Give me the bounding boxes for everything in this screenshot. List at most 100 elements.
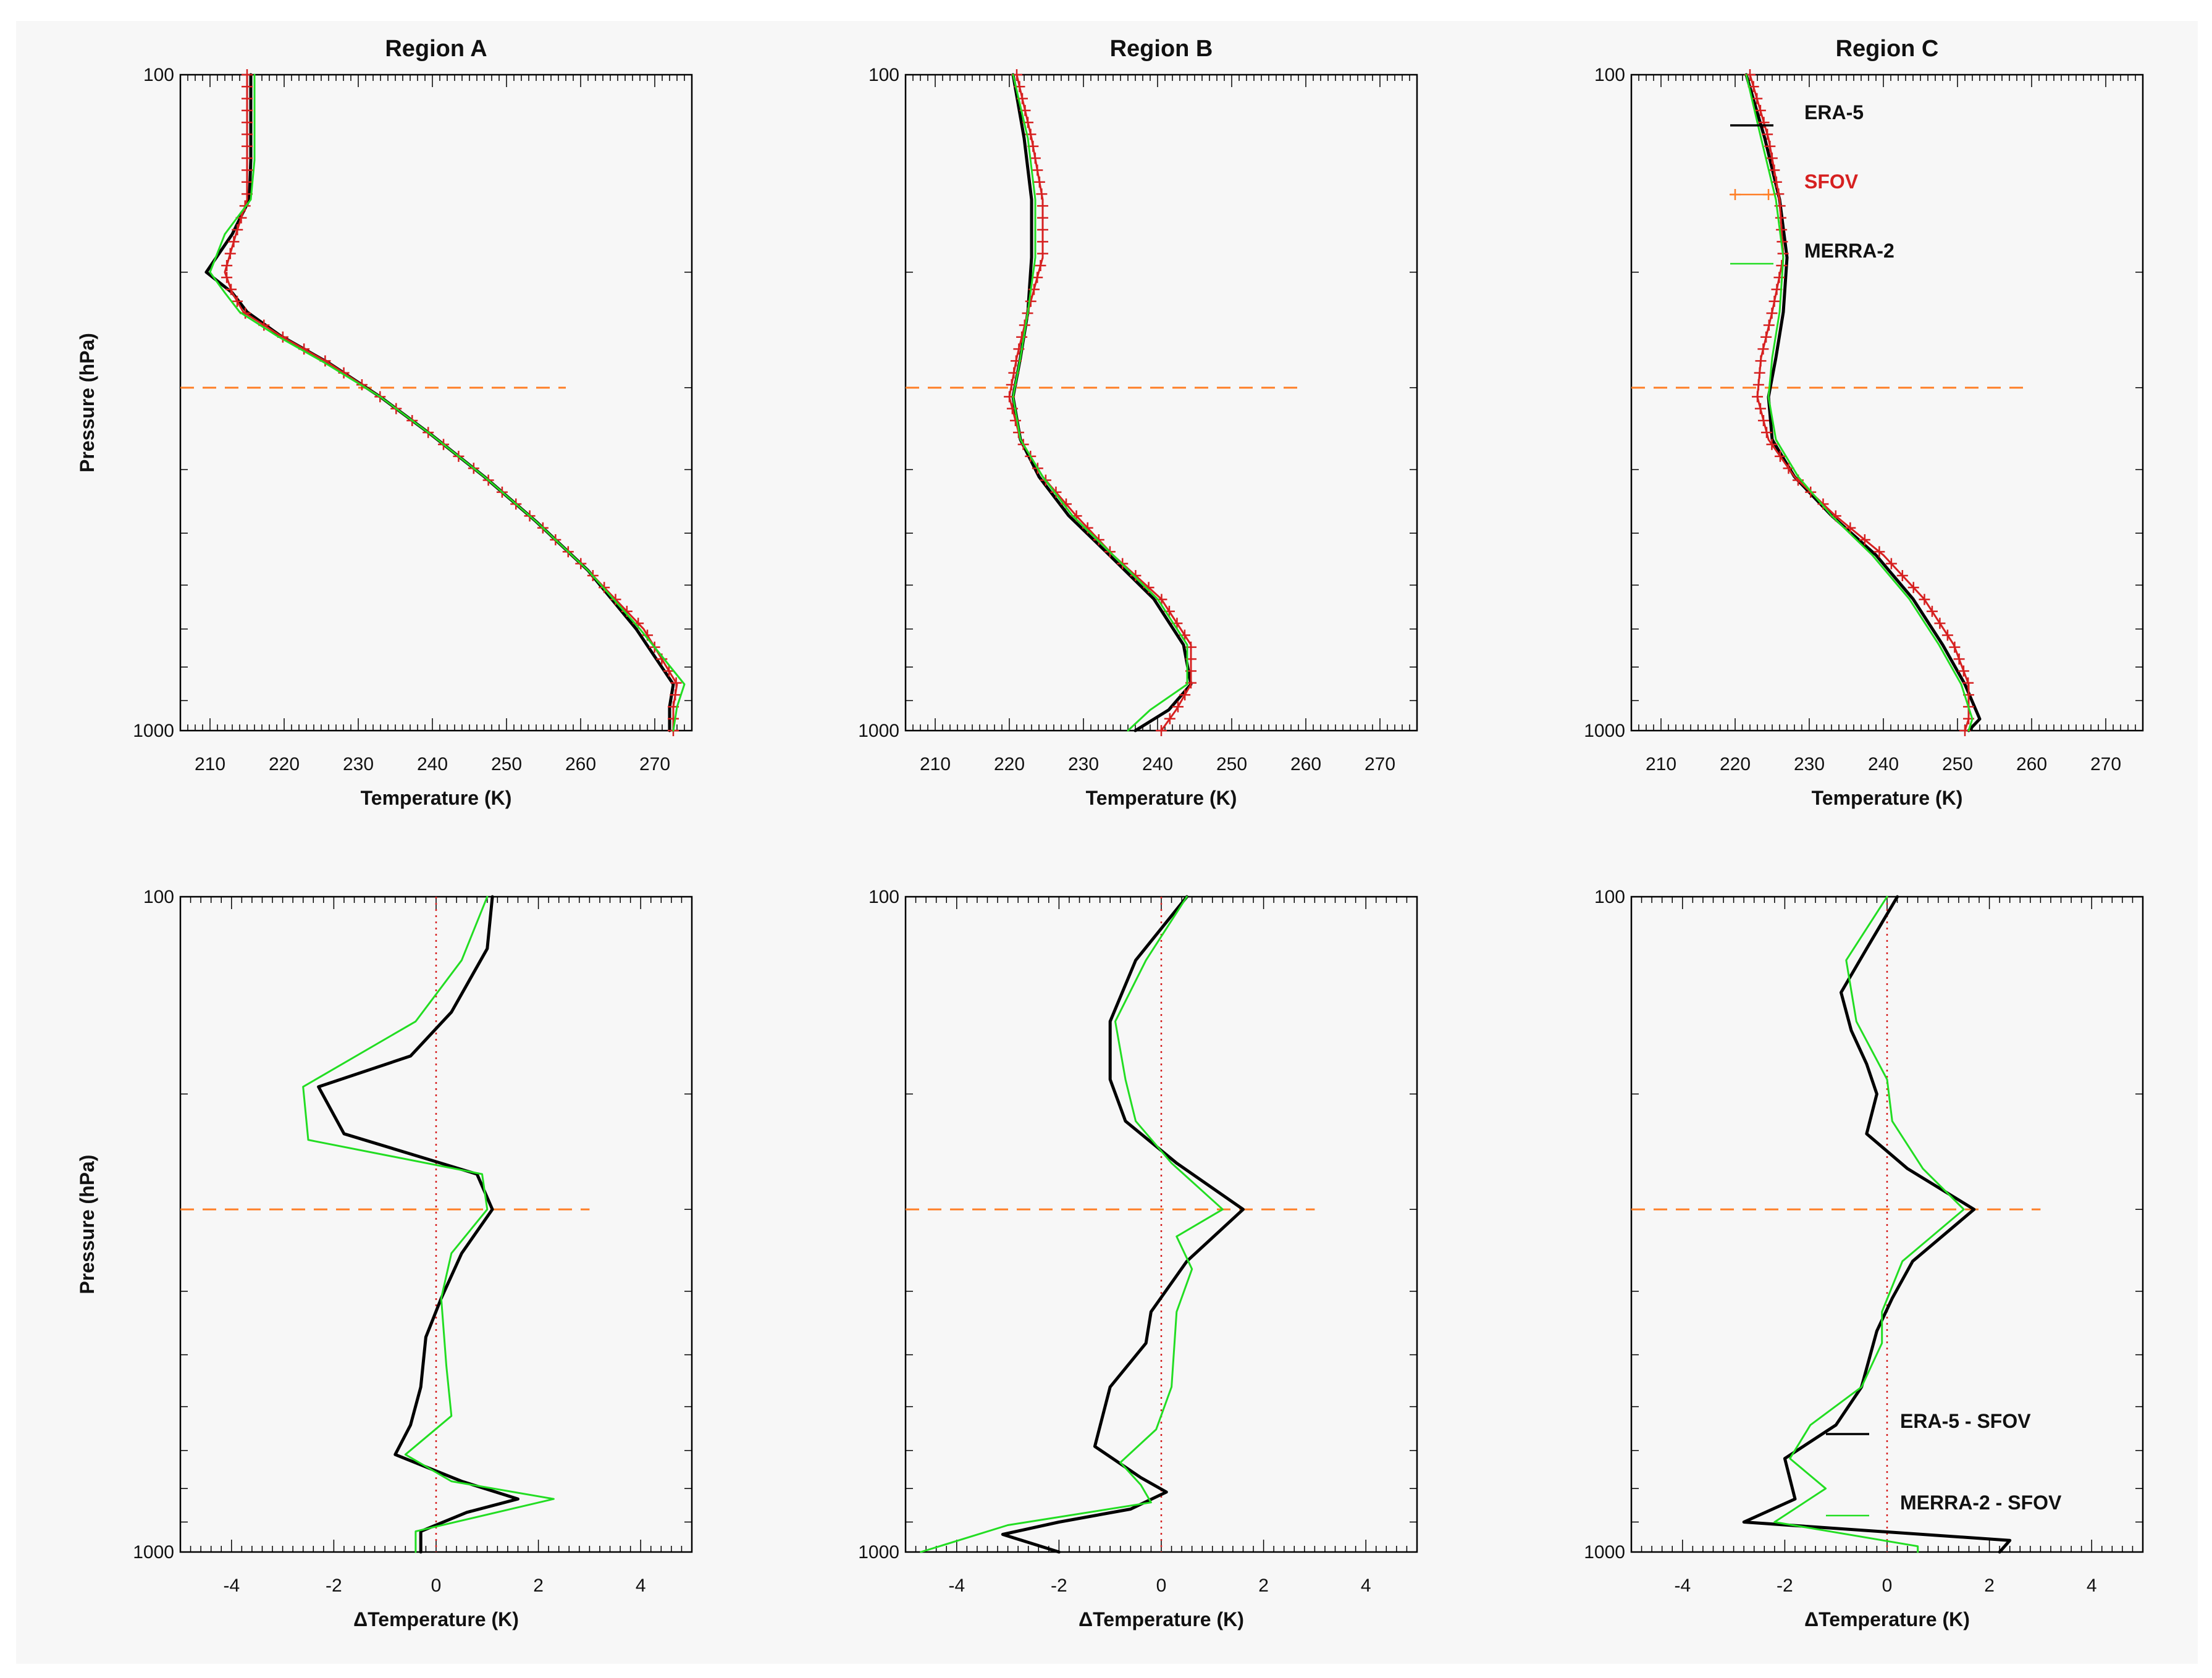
sfov-marker [1885,558,1897,569]
plot-frame [179,73,693,732]
x-tick-label: -2 [1051,1575,1067,1596]
sfov-marker [1859,534,1870,546]
x-tick-label: 230 [1068,754,1099,774]
legend-label-2: SFOV [1804,170,1859,193]
sfov-marker [1953,653,1965,665]
y-tick-label: 100 [868,887,899,907]
sfov-marker [1032,164,1043,176]
x-tick-label: 2 [1258,1575,1269,1596]
sfov-marker [1774,450,1786,462]
sfov-marker [1766,438,1778,450]
legend-marker [1730,189,1741,200]
x-tick-label: -4 [223,1575,240,1596]
sfov-marker [1768,295,1780,307]
y-tick-label: 100 [1594,887,1625,907]
x-tick-label: -4 [1674,1575,1691,1596]
chart-title: Region C [1836,36,1939,62]
sfov-marker [1770,176,1782,188]
sfov-marker [1037,212,1048,224]
series-line-merra-2-sfov [1773,896,1965,1553]
sfov-marker [1941,629,1953,641]
sfov-marker [242,128,253,140]
x-tick-label: 270 [1365,754,1395,774]
sfov-marker [1896,569,1908,581]
legend-label-1: ERA-5 [1804,101,1864,124]
sfov-marker [1029,153,1041,164]
sfov-marker [1762,128,1773,140]
series-line-merra-2 [209,73,686,732]
legend-label-1: ERA-5 - SFOV [1900,1410,2031,1432]
series-line-merra-2-sfov [920,896,1224,1553]
sfov-marker [670,689,681,701]
x-tick-label: 240 [1868,754,1899,774]
sfov-marker [221,259,233,271]
x-tick-label: -2 [326,1575,342,1596]
sfov-marker [668,713,679,724]
plot-frame [1630,73,2144,732]
x-axis-label: Temperature (K) [1086,787,1237,809]
sfov-marker [1033,176,1045,188]
y-tick-label: 1000 [1584,721,1625,741]
x-tick-label: 240 [1142,754,1173,774]
sfov-marker [231,295,243,307]
sfov-marker [1156,725,1167,736]
x-tick-label: 230 [1794,754,1825,774]
x-tick-label: 250 [1942,754,1973,774]
panel-difference-1: -4 -2 0 2 4 100 1000 ΔTemperature (K) Pressure (… [76,887,693,1630]
sfov-marker [610,594,621,605]
sfov-marker [1919,594,1930,605]
sfov-marker [670,677,682,689]
sfov-marker [1757,343,1769,355]
sfov-marker [1752,391,1764,403]
x-tick-label: 260 [2016,754,2047,774]
x-tick-label: 260 [565,754,596,774]
sfov-marker [1093,534,1104,546]
y-tick-label: 100 [868,65,899,85]
sfov-marker [221,272,233,283]
sfov-marker [242,117,253,128]
sfov-marker [1037,236,1048,248]
sfov-marker [1766,153,1778,164]
y-tick-label: 1000 [1584,1542,1625,1563]
panel-temperature-2: 210 220 230 240 250 260 270 100 1000 Region B Temp… [858,36,1418,809]
panel-temperature-3: 210 220 230 240 250 260 270 100 1000 Region C Temp… [1584,36,2144,809]
sfov-marker [1873,546,1885,558]
sfov-marker [1775,212,1786,224]
x-tick-label: -2 [1777,1575,1793,1596]
series-line-merra-2 [1745,73,1974,732]
sfov-marker [1768,164,1780,176]
sfov-marker [242,176,253,188]
sfov-marker [1172,701,1184,713]
series-line-era-5-sfov [1001,895,1245,1554]
x-tick-label: 260 [1290,754,1321,774]
sfov-marker [242,140,253,152]
x-tick-label: 210 [195,754,225,774]
legend-label-3: MERRA-2 [1804,240,1894,262]
sfov-marker [242,164,253,176]
x-tick-label: 4 [636,1575,646,1596]
series-line-sfov [224,73,678,732]
x-tick-label: -4 [948,1575,965,1596]
x-axis-label: ΔTemperature (K) [1804,1608,1970,1630]
sfov-marker [1766,308,1778,319]
y-tick-label: 100 [143,65,174,85]
sfov-marker [1755,355,1767,367]
panel-difference-2: -4 -2 0 2 4 100 1000 ΔTemperature (K) [858,887,1418,1630]
sfov-marker [1050,486,1062,498]
legend-marker [1763,189,1774,200]
sfov-marker [1760,331,1772,343]
sfov-marker [224,248,236,259]
x-axis-label: ΔTemperature (K) [353,1608,519,1630]
plot-frame [904,73,1418,732]
x-axis-label: ΔTemperature (K) [1079,1608,1244,1630]
sfov-marker [1025,295,1037,307]
x-tick-label: 220 [1720,754,1751,774]
y-axis-label: Pressure (hPa) [76,1155,98,1294]
sfov-marker [1752,379,1764,391]
sfov-marker [1907,582,1919,594]
y-axis-label: Pressure (hPa) [76,333,98,472]
sfov-marker [1773,272,1785,283]
sfov-marker [1763,319,1775,331]
sfov-marker [1754,403,1766,414]
x-axis-label: Temperature (K) [361,787,512,809]
